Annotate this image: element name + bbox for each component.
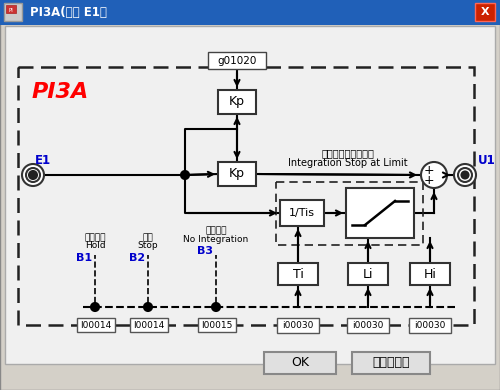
Text: g01020: g01020 <box>218 55 256 66</box>
FancyBboxPatch shape <box>278 263 318 285</box>
Text: i00030: i00030 <box>414 321 446 330</box>
Text: E1: E1 <box>35 154 51 167</box>
Text: Integration Stop at Limit: Integration Stop at Limit <box>288 158 408 168</box>
FancyBboxPatch shape <box>346 188 414 238</box>
Circle shape <box>181 171 189 179</box>
FancyBboxPatch shape <box>0 0 500 25</box>
Text: Stop: Stop <box>138 241 158 250</box>
Text: 停止: 停止 <box>142 234 154 243</box>
FancyBboxPatch shape <box>198 318 236 332</box>
Circle shape <box>22 164 44 186</box>
Text: Hold: Hold <box>84 241 105 250</box>
FancyBboxPatch shape <box>6 5 16 13</box>
Text: +: + <box>424 174 434 186</box>
Text: 1/Tis: 1/Tis <box>289 208 315 218</box>
FancyBboxPatch shape <box>218 90 256 114</box>
FancyBboxPatch shape <box>218 162 256 186</box>
Text: ホールド: ホールド <box>84 234 106 243</box>
Text: OK: OK <box>291 356 309 369</box>
Text: No Integration: No Integration <box>184 234 248 243</box>
Text: リミット時積分停止: リミット時積分停止 <box>322 148 374 158</box>
FancyBboxPatch shape <box>264 352 336 374</box>
Text: Kp: Kp <box>229 96 245 108</box>
Text: I00014: I00014 <box>134 321 164 330</box>
Text: Li: Li <box>363 268 373 280</box>
Text: B1: B1 <box>76 253 92 263</box>
Text: キャンセル: キャンセル <box>372 356 410 369</box>
Text: +: + <box>424 163 434 177</box>
FancyBboxPatch shape <box>4 3 22 21</box>
Text: PI3A(入力 E1）: PI3A(入力 E1） <box>30 7 107 20</box>
Text: PI3A: PI3A <box>32 82 89 102</box>
Circle shape <box>421 162 447 188</box>
FancyBboxPatch shape <box>130 318 168 332</box>
Circle shape <box>91 303 99 311</box>
FancyBboxPatch shape <box>475 3 495 21</box>
FancyBboxPatch shape <box>277 318 319 333</box>
Circle shape <box>458 168 472 182</box>
Text: 積分なし: 積分なし <box>206 227 227 236</box>
Circle shape <box>144 303 152 311</box>
FancyBboxPatch shape <box>409 318 451 333</box>
Text: I00015: I00015 <box>202 321 232 330</box>
Text: X: X <box>480 7 490 17</box>
Text: PI: PI <box>8 9 14 14</box>
Text: Ti: Ti <box>292 268 304 280</box>
Circle shape <box>29 171 37 179</box>
Text: Hi: Hi <box>424 268 436 280</box>
FancyBboxPatch shape <box>5 26 495 364</box>
FancyBboxPatch shape <box>347 318 389 333</box>
Text: Kp: Kp <box>229 167 245 181</box>
Text: U1: U1 <box>478 154 496 167</box>
Circle shape <box>454 164 476 186</box>
FancyBboxPatch shape <box>77 318 115 332</box>
FancyBboxPatch shape <box>352 352 430 374</box>
Text: i00030: i00030 <box>352 321 384 330</box>
Text: B2: B2 <box>129 253 145 263</box>
Circle shape <box>26 168 40 182</box>
FancyBboxPatch shape <box>410 263 450 285</box>
Circle shape <box>462 172 468 179</box>
Text: i00030: i00030 <box>282 321 314 330</box>
Circle shape <box>212 303 220 311</box>
FancyBboxPatch shape <box>280 200 324 226</box>
Text: I00014: I00014 <box>80 321 112 330</box>
Text: B3: B3 <box>197 246 213 256</box>
FancyBboxPatch shape <box>208 52 266 69</box>
FancyBboxPatch shape <box>348 263 388 285</box>
